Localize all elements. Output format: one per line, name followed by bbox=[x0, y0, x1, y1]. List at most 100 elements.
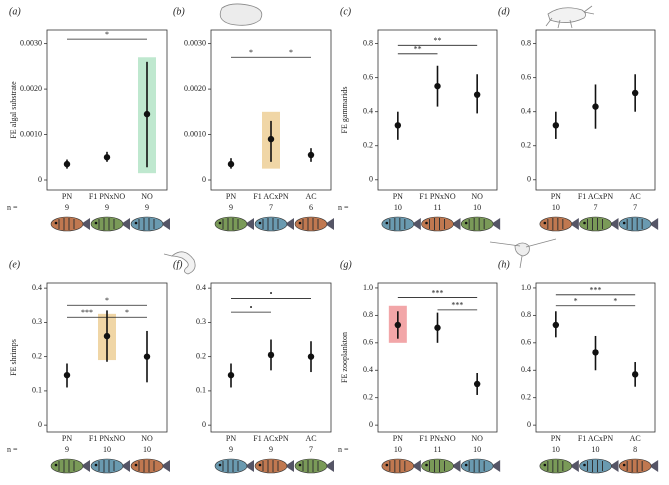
significance-label: * bbox=[125, 308, 129, 317]
point bbox=[307, 151, 315, 159]
x-tick-label: PN bbox=[62, 192, 72, 201]
significance-label: *** bbox=[81, 308, 93, 317]
y-tick-label: 0.2 bbox=[521, 393, 531, 402]
fish-tail bbox=[451, 218, 461, 230]
fish-image bbox=[460, 458, 501, 474]
fish-stripes bbox=[138, 218, 155, 230]
n-label: 10 bbox=[103, 445, 111, 454]
fish-tail bbox=[121, 218, 130, 230]
point bbox=[267, 135, 275, 143]
fish-image bbox=[294, 458, 334, 474]
n-label: 10 bbox=[473, 445, 481, 454]
y-tick-label: 0.0030 bbox=[184, 38, 206, 47]
fish-tail bbox=[411, 460, 421, 472]
x-tick-label: F1 PNxNO bbox=[419, 434, 455, 443]
fish-stripes bbox=[547, 460, 564, 472]
n-label: 7 bbox=[633, 203, 637, 212]
fish-tail bbox=[325, 460, 334, 472]
fish-stripes bbox=[626, 218, 643, 230]
y-tick-label: 0.4 bbox=[521, 365, 531, 374]
n-label: 10 bbox=[552, 445, 560, 454]
point bbox=[143, 353, 151, 360]
fish-image bbox=[214, 458, 254, 474]
x-tick-label: F1 ACxPN bbox=[578, 192, 614, 201]
n-prefix: n = bbox=[338, 445, 349, 454]
fish-tail bbox=[285, 460, 294, 472]
fish-stripes bbox=[98, 218, 115, 230]
y-tick-label: 0.6 bbox=[521, 72, 531, 81]
y-tick-label: 0.0020 bbox=[184, 84, 206, 93]
fish-stripes bbox=[587, 218, 603, 230]
fish-image bbox=[294, 216, 334, 232]
significance-label: *** bbox=[432, 288, 444, 297]
fish-eye bbox=[385, 463, 389, 467]
fish-tail bbox=[569, 218, 579, 230]
fish-image bbox=[130, 458, 170, 474]
fish-image bbox=[421, 458, 461, 474]
fish-stripes bbox=[429, 218, 445, 230]
fish-eye bbox=[543, 463, 547, 467]
y-tick-label: 0.2 bbox=[32, 351, 42, 360]
n-label: 9 bbox=[229, 445, 233, 454]
y-tick-label: 0.4 bbox=[363, 365, 373, 374]
y-tick-label: 0.6 bbox=[521, 338, 531, 347]
y-tick-label: 0.2 bbox=[521, 141, 531, 150]
fish-image bbox=[539, 216, 579, 232]
fish-image bbox=[90, 216, 130, 232]
fish-image bbox=[579, 458, 619, 474]
panel-label: (e) bbox=[9, 259, 21, 270]
fish-tail bbox=[161, 460, 170, 472]
point bbox=[631, 371, 639, 378]
x-tick-label: PN bbox=[393, 434, 403, 443]
fish-image bbox=[539, 458, 579, 474]
x-tick-label: F1 ACxPN bbox=[578, 434, 614, 443]
y-tick-label: 0.3 bbox=[32, 317, 42, 326]
n-label: 11 bbox=[434, 445, 442, 454]
fish-image bbox=[90, 458, 130, 474]
fish-stripes bbox=[626, 460, 643, 472]
significance-label: * bbox=[105, 30, 109, 39]
fish-image bbox=[579, 216, 619, 232]
point bbox=[103, 332, 111, 340]
significance-label: * bbox=[613, 297, 617, 306]
fish-tail bbox=[649, 218, 659, 230]
fish-eye bbox=[425, 221, 428, 225]
y-tick-label: 0 bbox=[369, 420, 373, 429]
n-label: 10 bbox=[143, 445, 151, 454]
fish-image bbox=[421, 216, 461, 232]
x-tick-label: PN bbox=[551, 192, 561, 201]
significance-label: • bbox=[270, 289, 273, 298]
n-label: 7 bbox=[594, 203, 598, 212]
x-tick-label: F1 ACxPN bbox=[253, 434, 289, 443]
fish-stripes bbox=[98, 460, 115, 472]
y-tick-label: 0.6 bbox=[363, 338, 373, 347]
fish-stripes bbox=[138, 460, 155, 472]
fish-eye bbox=[622, 463, 626, 467]
plot-frame bbox=[535, 282, 656, 433]
point bbox=[63, 371, 71, 379]
y-tick-label: 0.4 bbox=[363, 107, 373, 116]
y-tick-label: 0.8 bbox=[521, 38, 531, 47]
y-tick-label: 0.2 bbox=[363, 141, 373, 150]
y-tick-label: 1.0 bbox=[363, 283, 373, 292]
point bbox=[394, 122, 402, 129]
plot-frame bbox=[377, 29, 498, 191]
fish-stripes bbox=[547, 218, 564, 230]
y-tick-label: 0 bbox=[527, 420, 531, 429]
fish-stripes bbox=[468, 460, 485, 472]
n-label: 10 bbox=[552, 203, 560, 212]
y-tick-label: 0.4 bbox=[196, 283, 206, 292]
fish-image bbox=[618, 216, 659, 232]
gammarid-icon bbox=[545, 5, 595, 29]
fish-image bbox=[618, 458, 659, 474]
point bbox=[227, 371, 235, 379]
point bbox=[592, 349, 599, 356]
significance-label: ** bbox=[434, 36, 442, 45]
n-label: 7 bbox=[309, 445, 313, 454]
fish-stripes bbox=[262, 218, 279, 230]
fish-image bbox=[460, 216, 501, 232]
point bbox=[631, 89, 639, 97]
fish-tail bbox=[121, 460, 130, 472]
n-prefix: n = bbox=[7, 203, 18, 212]
